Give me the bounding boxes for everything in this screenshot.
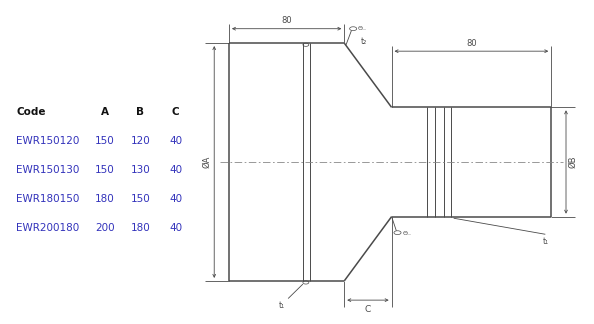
Text: 40: 40: [169, 165, 182, 175]
Text: ØA: ØA: [203, 156, 211, 168]
Text: 130: 130: [131, 165, 150, 175]
Text: 120: 120: [131, 136, 150, 146]
Text: Code: Code: [16, 107, 46, 117]
Text: EWR200180: EWR200180: [16, 223, 80, 233]
Text: EWR180150: EWR180150: [16, 194, 80, 204]
Text: 180: 180: [131, 223, 150, 233]
Text: 150: 150: [95, 165, 115, 175]
Text: 80: 80: [466, 39, 477, 48]
Text: 80: 80: [282, 17, 292, 26]
Text: ØB: ØB: [568, 156, 577, 168]
Text: 150: 150: [95, 136, 115, 146]
Text: 180: 180: [95, 194, 115, 204]
Text: A: A: [101, 107, 109, 117]
Text: C: C: [172, 107, 179, 117]
Text: 150: 150: [131, 194, 150, 204]
Text: t₁: t₁: [279, 301, 285, 310]
Text: t₂: t₂: [360, 37, 366, 46]
Text: Θ..: Θ..: [402, 231, 411, 236]
Text: t₁: t₁: [542, 237, 548, 246]
Text: 200: 200: [95, 223, 115, 233]
Text: EWR150130: EWR150130: [16, 165, 80, 175]
Text: EWR150120: EWR150120: [16, 136, 80, 146]
Text: Θ..: Θ..: [358, 26, 367, 30]
Text: 40: 40: [169, 194, 182, 204]
Text: C: C: [365, 305, 371, 314]
Text: 40: 40: [169, 136, 182, 146]
Text: 40: 40: [169, 223, 182, 233]
Text: B: B: [137, 107, 144, 117]
